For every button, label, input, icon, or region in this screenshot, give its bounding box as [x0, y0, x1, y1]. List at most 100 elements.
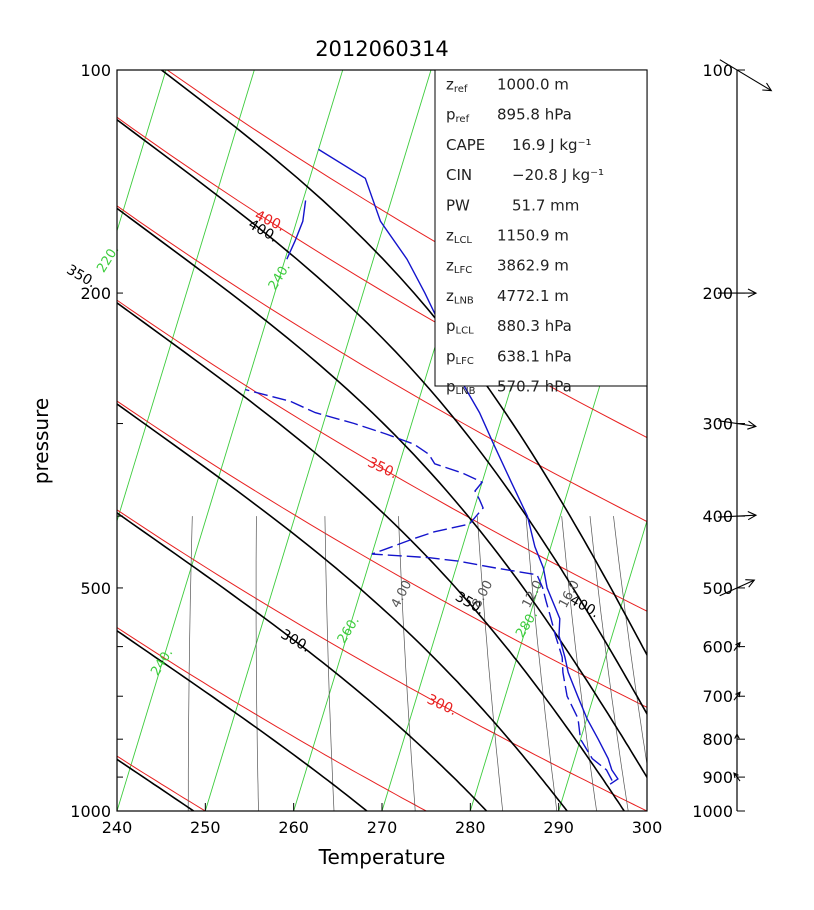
- moist-adiabat-line: [117, 511, 488, 811]
- mixing-ratio-line: [589, 516, 629, 811]
- stat-subscript: LNB: [456, 386, 476, 397]
- wind-arrow: [719, 59, 772, 92]
- isotherm-line: [117, 70, 255, 523]
- isotherm-line: [117, 70, 344, 811]
- dry-adiabat-label: 350.: [365, 455, 400, 483]
- dry-adiabat-label: 300.: [424, 691, 459, 719]
- stat-value: 1000.0 m: [497, 76, 569, 94]
- wind-tick-label: 800: [702, 730, 733, 749]
- stat-value: 1150.9 m: [497, 227, 569, 245]
- stat-subscript: LCL: [456, 326, 475, 337]
- y-tick-label: 500: [80, 579, 111, 598]
- stat-name: PW: [446, 196, 470, 214]
- stat-subscript: LFC: [456, 356, 474, 367]
- x-tick-label: 240: [102, 818, 133, 837]
- dry-adiabat-line: [117, 509, 647, 811]
- wind-arrowhead: [735, 641, 741, 648]
- wind-arrow: [733, 691, 741, 701]
- dry-adiabat-line: [117, 400, 647, 708]
- x-tick-label: 300: [632, 818, 663, 837]
- wind-tick-label: 700: [702, 687, 733, 706]
- stats-box-frame: [434, 69, 648, 387]
- y-tick-label: 100: [80, 61, 111, 80]
- wind-arrowhead: [733, 772, 739, 779]
- stat-subscript: ref: [456, 114, 470, 125]
- mixing-ratio-line: [255, 516, 259, 811]
- mixing-ratio-line: [613, 516, 647, 767]
- stat-value: 3862.9 m: [497, 257, 569, 275]
- x-tick-label: 250: [190, 818, 221, 837]
- y-axis-label: pressure: [29, 398, 53, 484]
- wind-arrowhead: [747, 288, 758, 298]
- wind-tick-label: 500: [702, 579, 733, 598]
- wind-tick-label: 300: [702, 415, 733, 434]
- wind-arrow: [719, 579, 755, 597]
- mixing-ratio-lines: [187, 516, 647, 811]
- wind-tick-label: 900: [702, 768, 733, 787]
- stat-value: 51.7 mm: [512, 196, 579, 214]
- wind-arrowhead: [747, 420, 757, 430]
- axis-ticks: 240 250 260 270 280 290 300 100 200 500 1000: [70, 61, 662, 837]
- wind-arrow: [717, 514, 757, 518]
- wind-tick-label: 100: [702, 61, 733, 80]
- edge-profile: [286, 200, 307, 260]
- wind-arrowhead: [762, 82, 773, 92]
- mixing-ratio-label: 8.00: [469, 578, 496, 611]
- wind-profile: 100 200 300 400 500 600 700 800 900 1000: [692, 59, 773, 821]
- isotherm-line: [117, 70, 167, 233]
- wind-arrow: [718, 420, 756, 427]
- mixing-ratio-line: [476, 516, 504, 811]
- moist-adiabat-line: [117, 402, 568, 811]
- x-tick-label: 280: [455, 818, 486, 837]
- isotherm-label: 240.: [266, 260, 294, 293]
- sounding-profiles: [245, 148, 619, 785]
- moist-adiabat-line: [117, 301, 625, 811]
- wind-arrow: [733, 772, 741, 782]
- moist-adiabat-line: [117, 629, 368, 811]
- x-axis-label: Temperature: [318, 845, 446, 869]
- mixing-ratio-line: [187, 516, 193, 811]
- stat-subscript: ref: [454, 84, 468, 95]
- mixing-ratio-line: [561, 516, 597, 811]
- isotherm-lines: [117, 70, 647, 811]
- wind-arrowhead: [745, 579, 756, 588]
- chart-title: 2012060314: [315, 37, 449, 61]
- dry-adiabat-line: [117, 299, 647, 612]
- mixing-ratio-label: 12.0: [519, 578, 546, 611]
- stat-subscript: LFC: [454, 265, 472, 276]
- isotherm-label: 260.: [335, 614, 363, 647]
- stat-value: 638.1 hPa: [497, 347, 572, 365]
- stat-subscript: LCL: [454, 235, 473, 246]
- stat-value: 16.9 J kg⁻¹: [512, 136, 592, 154]
- mixing-ratio-line: [324, 516, 335, 811]
- wind-arrowhead: [747, 510, 758, 521]
- dewpoint-profile: [245, 388, 613, 781]
- mixing-ratio-line: [525, 516, 558, 811]
- stat-value: 880.3 hPa: [497, 317, 572, 335]
- wind-tick-label: 400: [702, 507, 733, 526]
- moist-adiabat-line: [117, 118, 647, 716]
- moist-adiabat-line: [117, 207, 647, 779]
- stat-subscript: LNB: [454, 295, 474, 306]
- stat-value: −20.8 J kg⁻¹: [512, 166, 604, 184]
- stat-value: 895.8 hPa: [497, 106, 572, 124]
- dry-adiabat-lines: [117, 70, 647, 811]
- x-tick-label: 270: [367, 818, 398, 837]
- x-tick-label: 290: [543, 818, 574, 837]
- stat-value: 4772.1 m: [497, 287, 569, 305]
- isotherm-line: [204, 70, 432, 811]
- dry-adiabat-line: [117, 626, 427, 811]
- mixing-ratio-line: [398, 516, 416, 811]
- wind-arrowhead: [735, 691, 741, 698]
- dry-adiabat-line: [117, 205, 647, 523]
- temperature-profile: [318, 148, 619, 785]
- wind-arrowhead: [734, 733, 740, 739]
- x-tick-label: 260: [278, 818, 309, 837]
- dry-adiabat-line: [117, 755, 206, 811]
- isotherm-line: [558, 519, 647, 811]
- wind-arrow: [733, 642, 741, 651]
- y-tick-label: 1000: [70, 802, 111, 821]
- isotherm-line: [469, 229, 647, 811]
